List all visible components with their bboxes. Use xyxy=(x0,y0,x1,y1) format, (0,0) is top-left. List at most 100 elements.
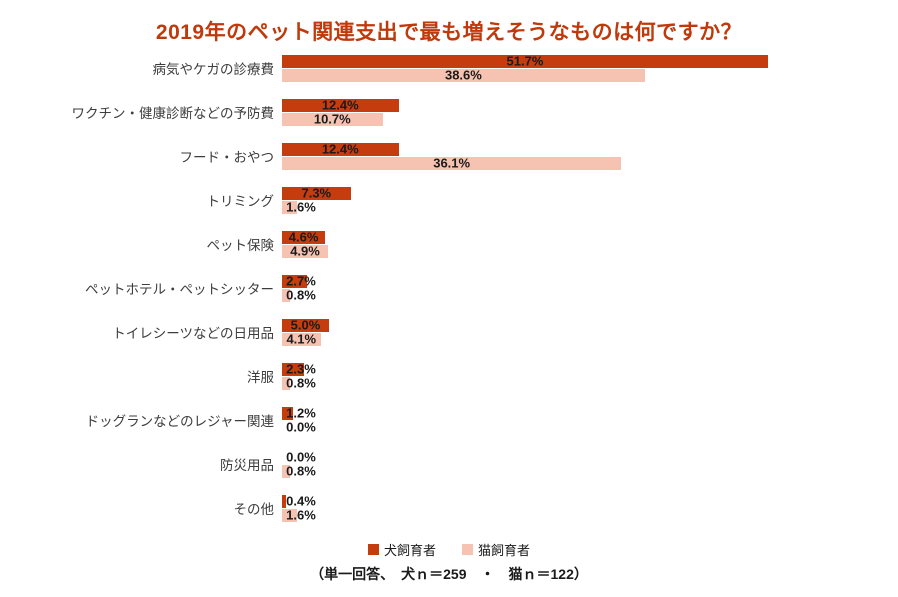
bar-dog xyxy=(282,494,286,508)
legend-swatch-dog-icon xyxy=(367,544,379,555)
category-label: トイレシーツなどの日用品 xyxy=(112,326,274,341)
bar-track-cat: 4.9% xyxy=(282,243,888,259)
bar-track-cat: 0.0% xyxy=(282,419,888,435)
chart-row: 防災用品 0.0% 0.8% xyxy=(0,442,888,486)
bar-track-cat: 36.1% xyxy=(282,155,888,171)
bar-track-dog: 2.3% xyxy=(282,361,888,377)
category-label: その他 xyxy=(233,502,275,517)
value-label: 0.0% xyxy=(286,449,316,465)
bar-cat xyxy=(282,244,329,258)
category-label: 洋服 xyxy=(247,370,274,385)
chart-row: フード・おやつ 12.4% 36.1% xyxy=(0,134,888,178)
chart-row: その他 0.4% 1.6% xyxy=(0,486,888,530)
bar-cat xyxy=(282,332,321,346)
value-label: 12.4% xyxy=(321,141,359,157)
category-label: ワクチン・健康診断などの予防費 xyxy=(71,106,275,121)
bar-group: 7.3% 1.6% xyxy=(282,186,888,215)
bar-group: 51.7% 38.6% xyxy=(282,54,888,83)
legend-label-dog: 犬飼育者 xyxy=(383,543,436,558)
bar-cat xyxy=(282,68,645,82)
bar-track-dog: 4.6% xyxy=(282,229,888,245)
value-label: 10.7% xyxy=(313,111,351,127)
bar-dog xyxy=(282,186,351,200)
value-label: 4.9% xyxy=(290,243,320,259)
bar-dog xyxy=(282,230,326,244)
bar-track-cat: 0.8% xyxy=(282,463,888,479)
legend-swatch-cat-icon xyxy=(462,544,473,555)
category-label: ドッグランなどのレジャー関連 xyxy=(85,414,274,429)
bar-group: 4.6% 4.9% xyxy=(282,230,888,259)
bar-cat xyxy=(282,464,290,478)
legend-item-dog: 犬飼育者 xyxy=(367,540,436,559)
value-label: 0.4% xyxy=(286,493,316,509)
value-label: 5.0% xyxy=(290,317,321,333)
bar-dog xyxy=(282,406,294,420)
chart-row: ペットホテル・ペットシッター 2.7% 0.8% xyxy=(0,266,888,310)
category-label: ペットホテル・ペットシッター xyxy=(85,282,274,297)
bar-track-cat: 1.6% xyxy=(282,507,888,523)
value-label: 7.3% xyxy=(301,185,332,201)
bar-dog xyxy=(282,98,399,112)
value-label: 4.1% xyxy=(286,331,317,347)
bar-group: 5.0% 4.1% xyxy=(282,318,888,347)
value-label: 4.6% xyxy=(288,229,319,245)
chart-row: ペット保険 4.6% 4.9% xyxy=(0,222,888,266)
bar-cat xyxy=(282,200,298,214)
bar-track-dog: 12.4% xyxy=(282,98,888,113)
value-label: 0.8% xyxy=(286,463,316,479)
chart-plot-area: 病気やケガの診療費 51.7% 38.6% ワクチン・健康診断などの予防費 12.4% 1… xyxy=(0,46,888,530)
bar-track-cat: 38.6% xyxy=(282,67,888,83)
bar-dog xyxy=(282,54,768,68)
bar-track-dog: 5.0% xyxy=(282,317,888,333)
value-label: 1.2% xyxy=(286,405,316,421)
bar-track-cat: 10.7% xyxy=(282,111,888,127)
value-label: 0.0% xyxy=(286,419,316,435)
value-label: 0.8% xyxy=(286,375,316,391)
bar-track-dog: 0.4% xyxy=(282,493,888,509)
bar-group: 0.0% 0.8% xyxy=(282,450,888,479)
bar-cat xyxy=(282,376,290,390)
category-label: フード・おやつ xyxy=(179,150,275,165)
bar-group: 12.4% 36.1% xyxy=(282,142,888,171)
value-label: 2.3% xyxy=(286,361,316,377)
bar-dog xyxy=(282,318,329,332)
bar-group: 1.2% 0.0% xyxy=(282,406,888,435)
category-label: 防災用品 xyxy=(220,458,274,473)
category-label: トリミング xyxy=(206,194,275,209)
chart-row: トイレシーツなどの日用品 5.0% 4.1% xyxy=(0,310,888,354)
bar-group: 2.3% 0.8% xyxy=(282,362,888,391)
bar-track-cat: 1.6% xyxy=(282,199,888,215)
bar-track-cat: 0.8% xyxy=(282,375,888,391)
bar-track-dog: 12.4% xyxy=(282,141,888,157)
value-label: 51.7% xyxy=(506,53,544,69)
chart-title: 2019年のペット関連支出で最も増えそうなものは何ですか？ xyxy=(155,21,743,44)
bar-group: 0.4% 1.6% xyxy=(282,494,888,523)
bar-track-dog: 1.2% xyxy=(282,405,888,421)
legend-label-cat: 猫飼育者 xyxy=(478,543,531,558)
legend-item-cat: 猫飼育者 xyxy=(462,540,530,559)
chart-row: ワクチン・健康診断などの予防費 12.4% 10.7% xyxy=(0,90,888,134)
value-label: 36.1% xyxy=(433,155,471,171)
value-label: 1.6% xyxy=(286,199,316,215)
bar-cat xyxy=(282,288,290,302)
bar-cat xyxy=(282,156,622,170)
value-label: 38.6% xyxy=(444,67,482,83)
bar-dog xyxy=(282,142,399,156)
bar-dog xyxy=(282,274,308,288)
bar-cat xyxy=(282,112,383,126)
bar-track-dog: 0.0% xyxy=(282,449,888,465)
bar-track-dog: 2.7% xyxy=(282,273,888,289)
category-label: ペット保険 xyxy=(206,238,275,253)
bar-dog xyxy=(282,362,304,376)
bar-cat xyxy=(282,508,298,522)
footnote: （単一回答、 犬ｎ＝259 ・ 猫ｎ＝122） xyxy=(310,566,588,582)
bar-track-cat: 0.8% xyxy=(282,288,888,303)
chart-row: トリミング 7.3% 1.6% xyxy=(0,178,888,222)
bar-group: 2.7% 0.8% xyxy=(282,274,888,303)
chart-row: 洋服 2.3% 0.8% xyxy=(0,354,888,398)
value-label: 2.7% xyxy=(286,273,316,289)
legend: 犬飼育者 猫飼育者 xyxy=(0,540,898,559)
bar-track-dog: 51.7% xyxy=(282,53,888,69)
bar-track-dog: 7.3% xyxy=(282,185,888,201)
value-label: 1.6% xyxy=(286,507,316,523)
